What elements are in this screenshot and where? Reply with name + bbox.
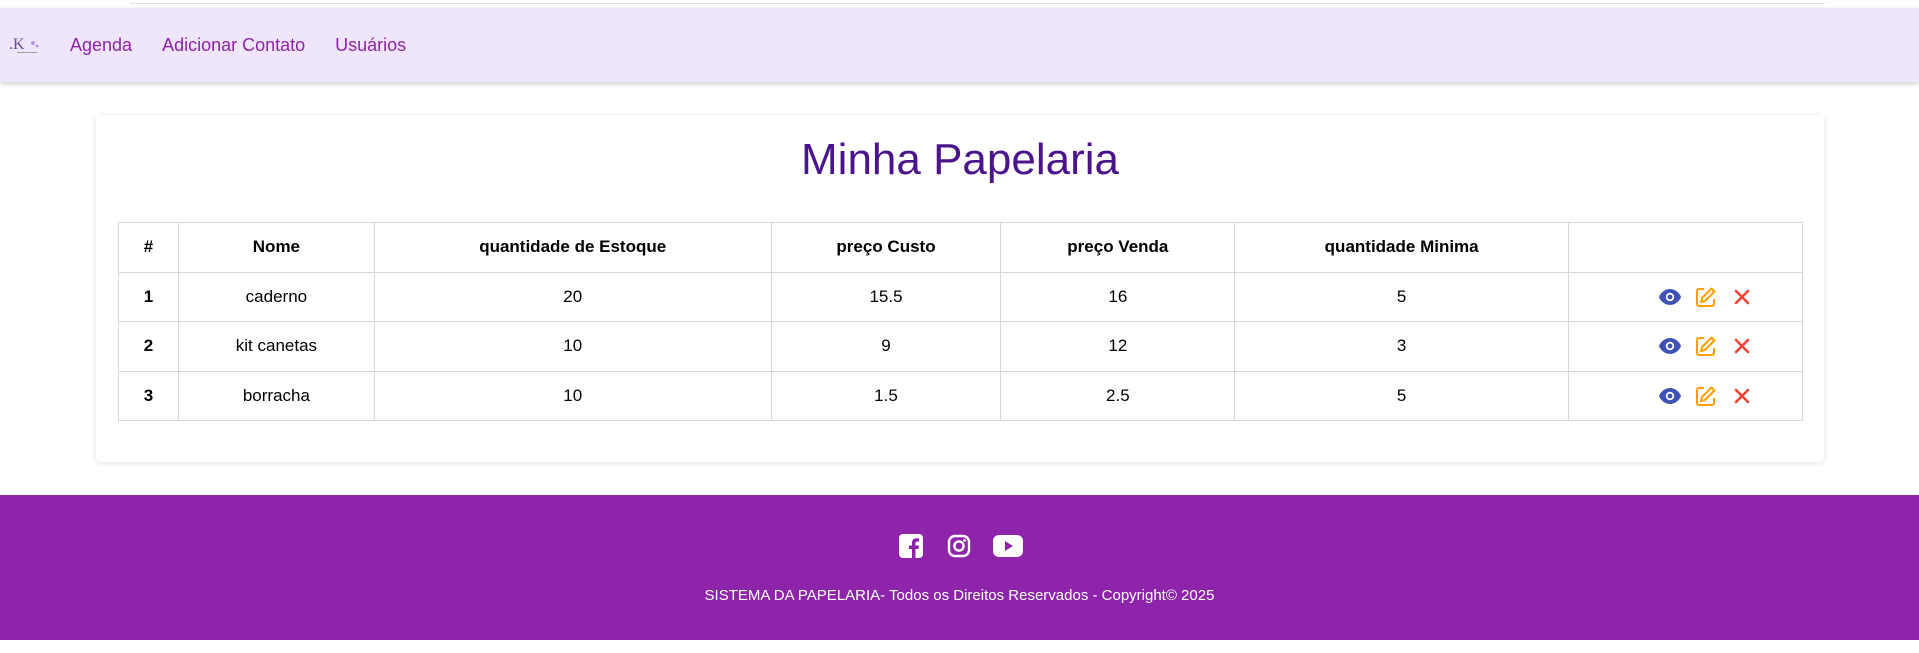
cell-preco-custo: 15.5 [770, 271, 1002, 322]
cell-quantidade-minima: 3 [1234, 321, 1570, 372]
header-quantidade-estoque: quantidade de Estoque [373, 222, 772, 273]
products-table: # Nome quantidade de Estoque preço Custo… [118, 222, 1803, 421]
cell-quantidade-minima: 5 [1234, 271, 1570, 322]
table-row: 2 kit canetas 10 9 12 3 [118, 321, 1803, 372]
cell-actions [1568, 370, 1803, 421]
facebook-icon[interactable] [896, 532, 926, 560]
cell-actions [1568, 321, 1803, 372]
footer: SISTEMA DA PAPELARIA- Todos os Direitos … [0, 495, 1919, 640]
header-index: # [118, 222, 179, 273]
navbar: .K Agenda Adicionar Contato Usuários [0, 8, 1919, 82]
close-icon[interactable] [1730, 334, 1754, 358]
cell-preco-venda: 12 [1000, 321, 1236, 372]
table-header-row: # Nome quantidade de Estoque preço Custo… [118, 222, 1803, 273]
eye-icon[interactable] [1658, 384, 1682, 408]
eye-icon[interactable] [1658, 285, 1682, 309]
cell-quantidade-minima: 5 [1234, 370, 1570, 421]
nav-link-agenda[interactable]: Agenda [70, 34, 133, 55]
cell-nome: caderno [177, 271, 375, 322]
cell-preco-venda: 16 [1000, 271, 1236, 322]
cell-nome: borracha [177, 370, 375, 421]
cell-nome: kit canetas [177, 321, 375, 372]
eye-icon[interactable] [1658, 334, 1682, 358]
svg-text:.K: .K [9, 36, 25, 53]
edit-icon[interactable] [1694, 384, 1718, 408]
nav-link-adicionar-contato[interactable]: Adicionar Contato [162, 34, 306, 55]
cell-quantidade-estoque: 10 [373, 370, 772, 421]
page-title: Minha Papelaria [801, 135, 1119, 184]
cell-preco-custo: 1.5 [770, 370, 1002, 421]
edit-icon[interactable] [1694, 285, 1718, 309]
header-preco-venda: preço Venda [1000, 222, 1236, 273]
table-row: 1 caderno 20 15.5 16 5 [118, 271, 1803, 322]
top-strip [130, 0, 1825, 4]
cell-preco-custo: 9 [770, 321, 1002, 372]
cell-index: 2 [118, 321, 179, 372]
close-icon[interactable] [1730, 285, 1754, 309]
main-card: Minha Papelaria # Nome quantidade de Est… [96, 115, 1824, 462]
header-nome: Nome [177, 222, 375, 273]
cell-index: 3 [118, 370, 179, 421]
instagram-icon[interactable] [944, 532, 974, 560]
copyright-text: SISTEMA DA PAPELARIA- Todos os Direitos … [704, 587, 1215, 604]
social-links [0, 532, 1919, 560]
close-icon[interactable] [1730, 384, 1754, 408]
cell-quantidade-estoque: 20 [373, 271, 772, 322]
header-quantidade-minima: quantidade Minima [1234, 222, 1570, 273]
table-row: 3 borracha 10 1.5 2.5 5 [118, 370, 1803, 421]
brand-logo[interactable]: .K [4, 25, 44, 65]
cell-preco-venda: 2.5 [1000, 370, 1236, 421]
cell-actions [1568, 271, 1803, 322]
cell-index: 1 [118, 271, 179, 322]
header-preco-custo: preço Custo [770, 222, 1002, 273]
header-actions [1568, 222, 1803, 273]
cell-quantidade-estoque: 10 [373, 321, 772, 372]
youtube-icon[interactable] [992, 532, 1024, 560]
edit-icon[interactable] [1694, 334, 1718, 358]
nav-link-usuarios[interactable]: Usuários [335, 34, 407, 55]
